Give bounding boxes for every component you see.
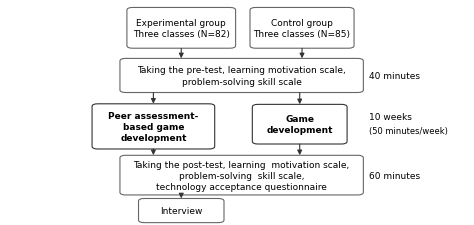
FancyBboxPatch shape bbox=[250, 8, 354, 49]
FancyBboxPatch shape bbox=[127, 8, 236, 49]
Text: Taking the post-test, learning  motivation scale,
problem-solving  skill scale,
: Taking the post-test, learning motivatio… bbox=[134, 160, 350, 191]
Text: 10 weeks: 10 weeks bbox=[369, 112, 412, 122]
FancyBboxPatch shape bbox=[138, 199, 224, 223]
Text: Interview: Interview bbox=[160, 206, 202, 215]
Text: Control group
Three classes (N=85): Control group Three classes (N=85) bbox=[254, 19, 351, 39]
FancyBboxPatch shape bbox=[92, 104, 215, 149]
Text: Game
development: Game development bbox=[266, 115, 333, 135]
Text: Taking the pre-test, learning motivation scale,
problem-solving skill scale: Taking the pre-test, learning motivation… bbox=[137, 66, 346, 86]
FancyBboxPatch shape bbox=[120, 156, 364, 195]
Text: 60 minutes: 60 minutes bbox=[369, 171, 420, 180]
Text: Peer assessment-
based game
development: Peer assessment- based game development bbox=[108, 111, 199, 142]
FancyBboxPatch shape bbox=[120, 59, 364, 93]
Text: (50 minutes/week): (50 minutes/week) bbox=[369, 127, 448, 136]
Text: Experimental group
Three classes (N=82): Experimental group Three classes (N=82) bbox=[133, 19, 230, 39]
FancyBboxPatch shape bbox=[252, 105, 347, 144]
Text: 40 minutes: 40 minutes bbox=[369, 72, 420, 81]
